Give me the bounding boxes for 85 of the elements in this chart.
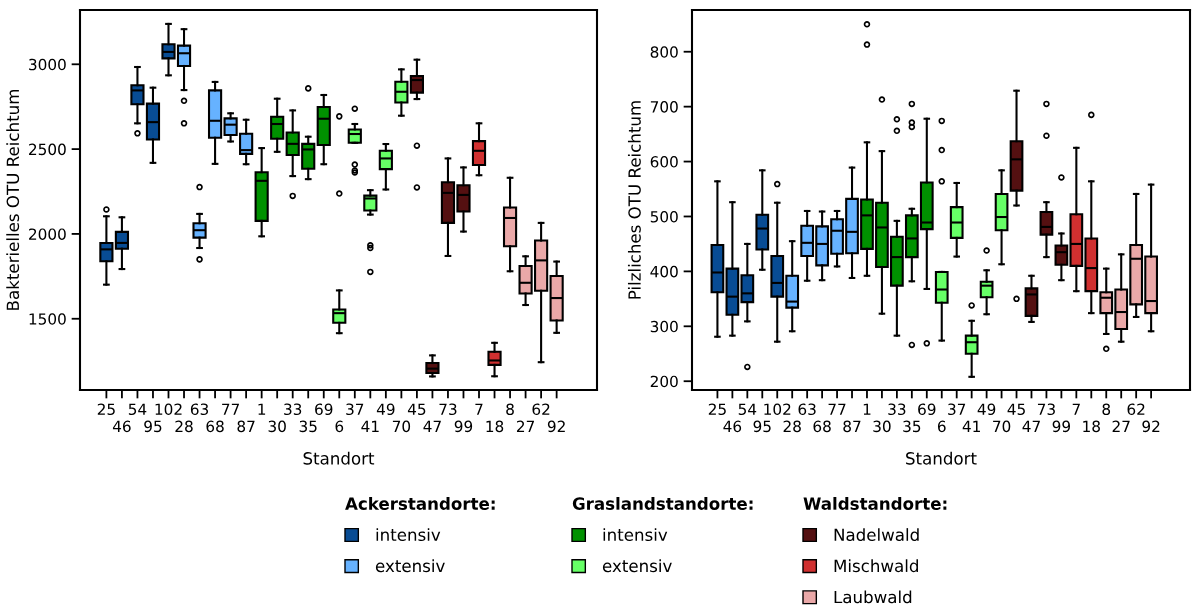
x-axis-title: Standort [303,451,375,465]
x-tick-label: 69 [315,403,333,416]
x-tick-label: 54 [128,403,147,416]
y-axis-title: Bakterielles OTU Reichtum [6,89,20,310]
x-tick-label: 102 [764,403,791,416]
x-tick-label: 49 [376,403,395,416]
text: Graslandstandorte: [572,497,753,510]
x-tick-label: 30 [873,420,891,433]
x-tick-label: 95 [753,420,771,433]
x-tick-label: 41 [962,420,980,432]
y-tick-label: 400 [650,265,678,278]
x-tick-label: 62 [532,403,550,416]
x-tick-label: 37 [346,403,364,416]
x-tick-label: 27 [516,420,534,432]
x-tick-label: 99 [1052,420,1071,433]
x-tick-label: 77 [828,403,846,415]
x-axis-title: Standort [906,451,977,465]
x-tick-label: 68 [813,420,831,433]
y-axis-title: Pilzliches OTU Reichtum [627,101,641,299]
x-tick-label: 45 [407,403,426,416]
legend-label: intensiv [376,528,441,542]
x-tick-label: 70 [993,420,1011,433]
x-tick-label: 33 [284,403,302,416]
y-tick-label: 2000 [29,228,66,240]
x-tick-label: 8 [1102,403,1111,416]
y-tick-label: 300 [650,320,678,333]
x-tick-label: 35 [299,420,317,433]
x-tick-label: 25 [97,403,115,416]
x-tick-label: 28 [175,420,193,433]
legend-label: extensiv [602,559,672,573]
x-tick-label: 77 [222,403,240,415]
x-tick-label: 7 [475,403,483,415]
x-tick-label: 18 [1083,420,1100,433]
legend-label: intensiv [603,528,668,542]
x-tick-label: 45 [1007,403,1025,416]
x-tick-label: 6 [335,420,344,433]
x-tick-label: 33 [888,403,906,416]
x-tick-label: 69 [918,403,936,416]
legend-label: Laubwald [834,590,912,604]
x-tick-label: 28 [783,420,801,433]
text: Ackerstandorte: [345,497,495,510]
x-tick-label: 46 [112,420,131,433]
y-tick-label: 2500 [29,143,66,156]
y-tick-label: 200 [650,375,678,388]
text: Waldstandorte: [803,497,947,510]
x-tick-label: 73 [439,403,457,416]
x-tick-label: 99 [454,420,473,433]
x-tick-label: 46 [723,420,742,433]
x-tick-label: 102 [155,403,182,416]
x-tick-label: 70 [392,420,411,433]
x-tick-label: 49 [977,403,996,416]
y-tick-label: 600 [650,156,678,168]
x-tick-label: 25 [708,403,726,416]
x-tick-label: 37 [948,403,966,416]
x-tick-label: 54 [738,403,757,416]
x-tick-label: 35 [903,420,921,433]
x-tick-label: 63 [798,403,816,416]
x-tick-label: 7 [1072,403,1080,415]
x-tick-label: 68 [206,420,224,433]
x-tick-label: 63 [190,403,209,416]
x-tick-label: 6 [937,420,946,433]
x-tick-label: 1 [258,403,266,415]
x-tick-label: 73 [1037,403,1055,416]
x-tick-label: 87 [237,420,255,433]
x-tick-label: 41 [361,420,379,432]
x-tick-label: 27 [1112,420,1130,432]
legend-label: Mischwald [834,559,918,573]
legend-label: Nadelwald [834,528,919,542]
x-tick-label: 62 [1127,403,1145,416]
x-tick-label: 47 [423,420,441,432]
y-tick-label: 800 [650,46,678,58]
y-tick-label: 700 [650,101,678,113]
x-tick-label: 18 [486,420,504,433]
x-tick-label: 92 [1142,420,1160,433]
x-tick-label: 1 [863,403,871,415]
y-tick-label: 500 [650,210,678,223]
legend-label: extensiv [375,559,445,573]
x-tick-label: 30 [268,420,286,433]
y-tick-label: 1500 [29,313,66,325]
x-tick-label: 87 [843,420,861,433]
x-tick-label: 92 [547,420,565,433]
x-tick-label: 95 [144,420,162,433]
y-tick-label: 3000 [29,58,66,71]
x-tick-label: 47 [1022,420,1040,432]
x-tick-label: 8 [506,403,514,416]
